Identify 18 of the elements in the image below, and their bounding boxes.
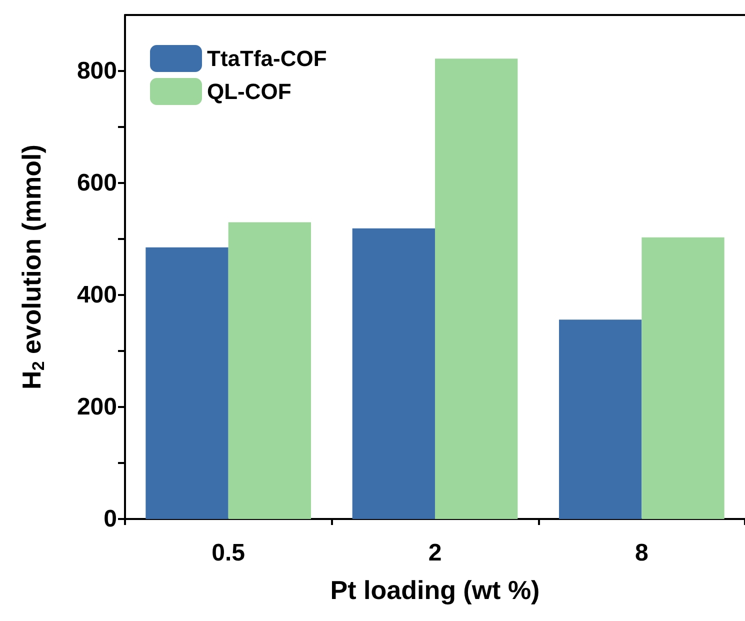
y-tick-label: 800 bbox=[76, 58, 117, 84]
y-tick-label: 400 bbox=[76, 282, 117, 308]
bar bbox=[642, 237, 724, 519]
bar bbox=[228, 222, 311, 519]
bar bbox=[435, 58, 518, 519]
x-tick-label: 8 bbox=[634, 540, 648, 566]
x-tick-label: 0.5 bbox=[212, 540, 246, 566]
legend-label: TtaTfa-COF bbox=[207, 46, 327, 71]
bar bbox=[559, 320, 642, 519]
x-tick-label: 2 bbox=[428, 540, 442, 566]
bar bbox=[146, 247, 228, 519]
x-axis-title: Pt loading (wt %) bbox=[330, 575, 540, 605]
y-tick-label: 0 bbox=[104, 506, 117, 532]
y-tick-label: 600 bbox=[76, 170, 117, 196]
y-axis-title: H2 evolution (mmol) bbox=[16, 144, 48, 390]
legend-label: QL-COF bbox=[207, 79, 292, 104]
bar bbox=[352, 228, 435, 519]
y-tick-label: 200 bbox=[76, 394, 117, 420]
